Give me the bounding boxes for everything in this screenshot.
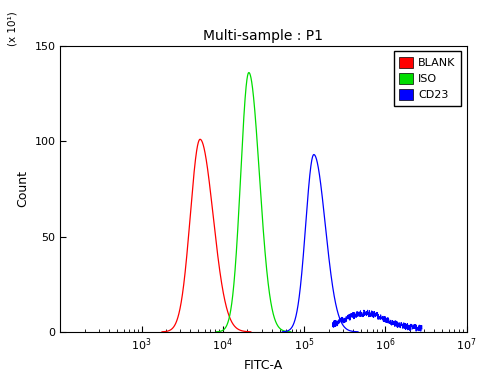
Y-axis label: Count: Count [16,170,29,207]
Text: (x 10¹): (x 10¹) [7,11,18,46]
Title: Multi-sample : P1: Multi-sample : P1 [203,29,324,43]
X-axis label: FITC-A: FITC-A [244,359,283,372]
Legend: BLANK, ISO, CD23: BLANK, ISO, CD23 [394,51,461,106]
